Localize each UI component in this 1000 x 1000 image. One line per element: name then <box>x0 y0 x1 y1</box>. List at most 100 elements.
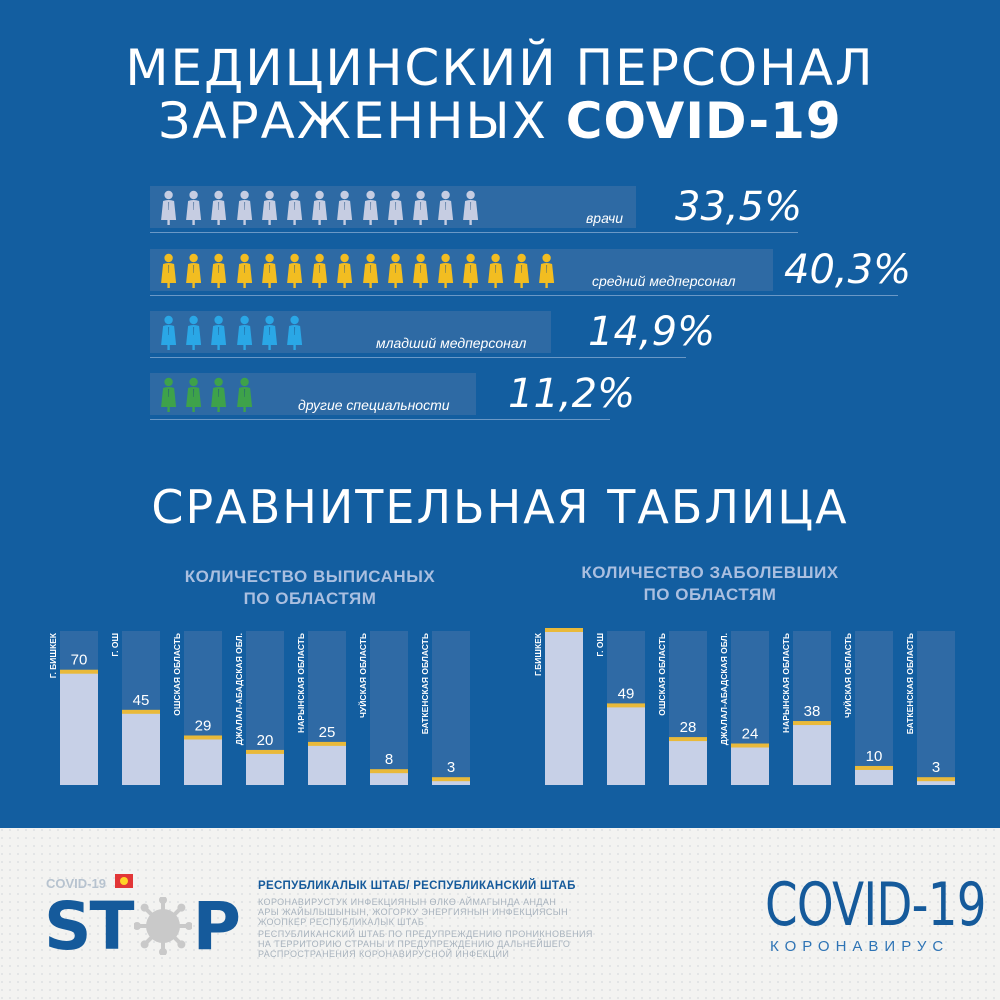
discharged-bar-chart: 70 Г. БИШКЕК 45 Г. ОШ 29 ОШСКАЯ ОБЛАСТЬ 20 ДЖАЛ… <box>48 631 470 785</box>
bar <box>246 752 284 785</box>
stop-logo-st: ST <box>44 888 135 965</box>
bar <box>122 712 160 785</box>
person-icon <box>337 190 353 225</box>
bar-value-label: 10 <box>866 748 883 765</box>
bar-category-label: ОШСКАЯ ОБЛАСТЬ <box>657 633 667 716</box>
bar-category-label: Г. БИШКЕК <box>48 632 58 678</box>
bar-cap <box>370 769 408 774</box>
chart-value-label: 11,2% <box>508 371 636 417</box>
person-icon <box>211 253 227 288</box>
person-icon <box>161 377 177 412</box>
page-title-line2: ЗАРАЖЕННЫХ COVID-19 <box>0 93 1000 149</box>
hq-text-line: РАСПРОСТРАНЕНИЯ КОРОНАВИРУСНОЙ ИНФЕКЦИИ <box>258 949 510 959</box>
bar <box>669 740 707 785</box>
bar <box>731 746 769 785</box>
person-icon <box>412 253 428 288</box>
bar-cap <box>122 709 160 714</box>
person-icon <box>538 253 554 288</box>
bar-category-label: БАТКЕНСКАЯ ОБЛАСТЬ <box>420 633 430 734</box>
row-underline <box>150 419 610 420</box>
bar-value-label: 3 <box>447 759 455 776</box>
bar-cap <box>669 737 707 742</box>
person-icon <box>261 253 277 288</box>
row-underline <box>150 232 798 233</box>
bar-cap <box>60 669 98 674</box>
bar-value-label: 20 <box>257 732 274 749</box>
bar-cap <box>246 749 284 754</box>
bar-value-label: 24 <box>742 726 759 743</box>
bar <box>855 768 893 785</box>
bar-value-label: 49 <box>618 685 635 702</box>
chart-title-line: ПО ОБЛАСТЯМ <box>643 585 777 604</box>
hq-text-line: АРЫ ЖАЙЫЛЫШЫНЫН, ЖОГОРКУ ЭНЕРГИЯНЫН ИНФЕ… <box>258 907 569 917</box>
person-icon <box>186 377 202 412</box>
person-icon <box>287 315 303 350</box>
person-icon <box>211 315 227 350</box>
person-icon <box>312 190 328 225</box>
bar-cap <box>917 777 955 782</box>
page-title-prefix: ЗАРАЖЕННЫХ <box>158 92 566 150</box>
bar-category-label: Г. ОШ <box>110 633 120 657</box>
row-underline <box>150 295 898 296</box>
person-icon <box>387 253 403 288</box>
virus-icon <box>133 897 192 955</box>
row-band <box>150 373 476 415</box>
bar <box>545 631 583 785</box>
row-band <box>150 249 773 291</box>
bar <box>607 706 645 785</box>
bar-value-label: 25 <box>319 724 336 741</box>
bar-value-label: 29 <box>195 717 212 734</box>
person-icon <box>261 315 277 350</box>
hq-text-line: ЖООПКЕР РЕСПУБЛИКАЛЫК ШТАБ <box>258 917 425 927</box>
bar-cap <box>607 703 645 708</box>
person-icon <box>362 253 378 288</box>
person-icon <box>236 315 252 350</box>
chart-label: средний медперсонал <box>592 273 736 289</box>
bar-value-label: 45 <box>133 692 150 709</box>
bar-track <box>917 631 955 785</box>
bar <box>308 744 346 785</box>
page-title-covid: COVID-19 <box>565 92 842 150</box>
chart-title-discharged: КОЛИЧЕСТВО ВЫПИСАНЫХ ПО ОБЛАСТЯМ <box>160 566 460 610</box>
person-icon <box>161 253 177 288</box>
stop-logo: ST P <box>44 892 241 962</box>
chart-value-label: 33,5% <box>675 184 803 230</box>
bar-cap <box>545 628 583 632</box>
bar <box>184 738 222 785</box>
people-icons-junior <box>156 315 307 351</box>
bar <box>60 672 98 785</box>
people-icons-nurses <box>156 253 559 289</box>
person-icon <box>513 253 529 288</box>
person-icon <box>186 315 202 350</box>
person-icon <box>236 253 252 288</box>
person-icon <box>412 190 428 225</box>
person-icon <box>387 190 403 225</box>
chart-value-label: 14,9% <box>588 309 716 355</box>
people-icons-other <box>156 377 257 413</box>
person-icon <box>211 377 227 412</box>
bar-cap <box>308 741 346 746</box>
page-title-line1: МЕДИЦИНСКИЙ ПЕРСОНАЛ <box>125 39 875 97</box>
person-icon <box>438 253 454 288</box>
bar-category-label: НАРЫНСКАЯ ОБЛАСТЬ <box>296 633 306 733</box>
bar-cap <box>731 743 769 748</box>
person-icon <box>236 377 252 412</box>
person-icon <box>287 253 303 288</box>
bar-track <box>432 631 470 785</box>
bar <box>432 780 470 785</box>
chart-label: врачи <box>586 210 623 226</box>
bar-category-label: НАРЫНСКАЯ ОБЛАСТЬ <box>781 633 791 733</box>
person-icon <box>211 190 227 225</box>
chart-label: младший медперсонал <box>376 335 527 351</box>
bar-category-label: ОШСКАЯ ОБЛАСТЬ <box>172 633 182 716</box>
person-icon <box>261 190 277 225</box>
bar <box>370 772 408 785</box>
bar-cap <box>793 721 831 726</box>
main-panel: МЕДИЦИНСКИЙ ПЕРСОНАЛ ЗАРАЖЕННЫХ COVID-19… <box>0 39 1000 785</box>
covid-brand-subtitle: КОРОНАВИРУС <box>770 938 950 955</box>
bar-cap <box>855 765 893 770</box>
stop-logo-covid-label: COVID-19 <box>46 876 106 891</box>
bar-value-label: 28 <box>680 719 697 736</box>
bar <box>917 780 955 785</box>
bar-category-label: Г. ОШ <box>595 633 605 657</box>
